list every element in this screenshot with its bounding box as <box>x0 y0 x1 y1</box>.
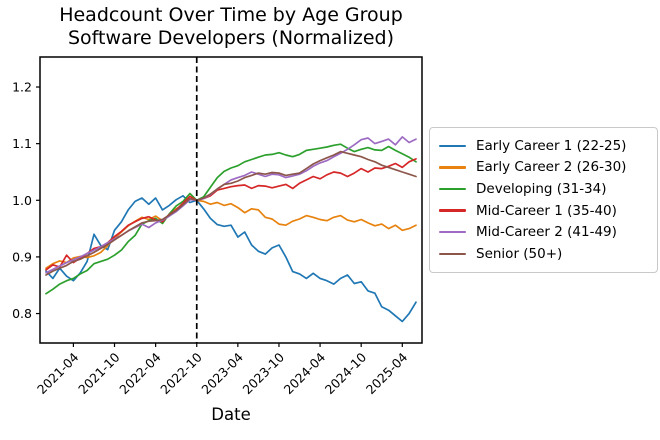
chart-title-line-2: Software Developers (Normalized) <box>67 27 395 49</box>
y-tick-label: 0.9 <box>12 249 32 264</box>
legend-swatch <box>439 209 466 212</box>
legend-item: Mid-Career 1 (35-40) <box>439 200 648 222</box>
legend-item: Senior (50+) <box>439 243 648 265</box>
x-tick-label: 2021-04 <box>34 349 82 397</box>
series-line-mid-career-2-41-49- <box>45 136 417 274</box>
y-tick-label: 1.0 <box>12 193 32 208</box>
legend-swatch <box>439 187 466 191</box>
x-axis-label: Date <box>211 405 251 424</box>
series-line-early-career-1-22-25- <box>45 194 417 323</box>
x-axis: 2021-042021-102022-042022-102023-042023-… <box>34 343 410 397</box>
series-line-mid-career-1-35-40- <box>45 158 417 271</box>
series-line-early-career-2-26-30- <box>45 197 417 270</box>
legend-swatch <box>439 230 466 234</box>
series-lines <box>45 136 417 323</box>
series-line-developing-31-34- <box>45 143 417 295</box>
legend-item: Early Career 2 (26-30) <box>439 157 648 179</box>
chart-title-line-1: Headcount Over Time by Age Group <box>59 4 403 26</box>
legend-label: Mid-Career 1 (35-40) <box>476 202 617 219</box>
x-tick-label: 2023-04 <box>198 349 246 397</box>
x-tick-label: 2023-10 <box>240 349 288 397</box>
y-axis: 0.8 0.9 1.0 1.1 1.2 <box>12 80 40 321</box>
legend-label: Early Career 1 (22-25) <box>476 137 627 154</box>
legend-label: Developing (31-34) <box>476 180 607 197</box>
y-tick-label: 1.2 <box>12 80 32 95</box>
legend: Early Career 1 (22-25) Early Career 2 (26… <box>429 127 658 273</box>
legend-label: Senior (50+) <box>476 245 563 262</box>
x-tick-label: 2025-04 <box>363 349 411 397</box>
x-tick-label: 2021-10 <box>75 349 123 397</box>
x-tick-label: 2024-10 <box>322 349 370 397</box>
plot-frame <box>39 56 423 344</box>
x-tick-label: 2022-10 <box>157 349 205 397</box>
x-tick-label: 2024-04 <box>281 349 329 397</box>
legend-swatch <box>439 144 466 148</box>
series-line-senior-50- <box>45 150 417 276</box>
legend-item: Early Career 1 (22-25) <box>439 135 648 157</box>
legend-item: Developing (31-34) <box>439 178 648 200</box>
legend-item: Mid-Career 2 (41-49) <box>439 221 648 243</box>
legend-label: Mid-Career 2 (41-49) <box>476 224 617 241</box>
y-tick-label: 1.1 <box>12 136 32 151</box>
x-tick-label: 2022-04 <box>116 349 164 397</box>
legend-swatch <box>439 166 466 169</box>
legend-swatch <box>439 252 466 256</box>
legend-label: Early Career 2 (26-30) <box>476 159 627 176</box>
y-tick-label: 0.8 <box>12 306 32 321</box>
chart-title: Headcount Over Time by Age Group Softwar… <box>0 4 462 50</box>
